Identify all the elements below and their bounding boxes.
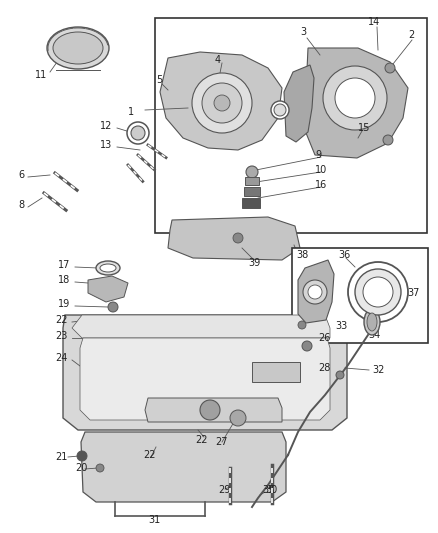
Text: 6: 6 bbox=[18, 170, 24, 180]
Text: 22: 22 bbox=[143, 450, 155, 460]
Text: 14: 14 bbox=[368, 17, 380, 27]
Circle shape bbox=[303, 280, 327, 304]
Polygon shape bbox=[298, 260, 334, 323]
Polygon shape bbox=[168, 217, 300, 260]
Circle shape bbox=[127, 122, 149, 144]
Text: 17: 17 bbox=[58, 260, 71, 270]
Circle shape bbox=[202, 83, 242, 123]
Circle shape bbox=[131, 126, 145, 140]
Polygon shape bbox=[145, 398, 282, 422]
Circle shape bbox=[355, 269, 401, 315]
Text: 33: 33 bbox=[335, 321, 347, 331]
Ellipse shape bbox=[96, 261, 120, 275]
Text: 23: 23 bbox=[55, 331, 67, 341]
Circle shape bbox=[108, 302, 118, 312]
Text: 32: 32 bbox=[372, 365, 385, 375]
Circle shape bbox=[298, 321, 306, 329]
Circle shape bbox=[308, 285, 322, 299]
Text: 3: 3 bbox=[300, 27, 306, 37]
Bar bbox=[245, 177, 259, 185]
Bar bbox=[155, 18, 427, 233]
Text: 22: 22 bbox=[195, 435, 208, 445]
Circle shape bbox=[77, 451, 87, 461]
Circle shape bbox=[323, 66, 387, 130]
Polygon shape bbox=[81, 432, 286, 502]
Ellipse shape bbox=[47, 27, 109, 69]
Text: 5: 5 bbox=[156, 75, 162, 85]
Text: 30: 30 bbox=[265, 485, 277, 495]
Circle shape bbox=[233, 233, 243, 243]
Text: 13: 13 bbox=[100, 140, 112, 150]
Text: 21: 21 bbox=[55, 452, 67, 462]
Bar bbox=[242, 198, 260, 208]
Circle shape bbox=[335, 78, 375, 118]
Text: 15: 15 bbox=[358, 123, 371, 133]
Ellipse shape bbox=[367, 313, 377, 331]
Ellipse shape bbox=[53, 32, 103, 64]
Text: 2: 2 bbox=[408, 30, 414, 40]
Polygon shape bbox=[88, 276, 128, 302]
Text: 19: 19 bbox=[58, 299, 70, 309]
Text: 29: 29 bbox=[218, 485, 230, 495]
Polygon shape bbox=[72, 315, 330, 338]
Circle shape bbox=[336, 371, 344, 379]
Circle shape bbox=[274, 104, 286, 116]
Text: 10: 10 bbox=[315, 165, 327, 175]
Text: 26: 26 bbox=[318, 333, 330, 343]
Text: 28: 28 bbox=[318, 363, 330, 373]
Text: 34: 34 bbox=[368, 330, 380, 340]
Circle shape bbox=[246, 166, 258, 178]
Circle shape bbox=[271, 101, 289, 119]
Circle shape bbox=[363, 277, 393, 307]
Ellipse shape bbox=[364, 309, 380, 335]
Polygon shape bbox=[160, 52, 282, 150]
Text: 38: 38 bbox=[296, 250, 308, 260]
Polygon shape bbox=[284, 65, 314, 142]
Polygon shape bbox=[80, 338, 330, 420]
Text: 7: 7 bbox=[355, 105, 361, 115]
Text: 24: 24 bbox=[55, 353, 67, 363]
Text: 1: 1 bbox=[128, 107, 134, 117]
Text: 4: 4 bbox=[215, 55, 221, 65]
Circle shape bbox=[385, 63, 395, 73]
Text: 20: 20 bbox=[75, 463, 87, 473]
Circle shape bbox=[214, 95, 230, 111]
Bar bbox=[292, 248, 428, 343]
Bar bbox=[252, 362, 300, 382]
Ellipse shape bbox=[100, 264, 116, 272]
Circle shape bbox=[348, 262, 408, 322]
Polygon shape bbox=[304, 48, 408, 158]
Text: 31: 31 bbox=[148, 515, 160, 525]
Circle shape bbox=[302, 341, 312, 351]
Text: 27: 27 bbox=[215, 437, 227, 447]
Circle shape bbox=[192, 73, 252, 133]
Circle shape bbox=[96, 464, 104, 472]
Text: 22: 22 bbox=[55, 315, 67, 325]
Text: 36: 36 bbox=[338, 250, 350, 260]
Circle shape bbox=[230, 410, 246, 426]
Text: 37: 37 bbox=[407, 288, 419, 298]
Text: 39: 39 bbox=[248, 258, 260, 268]
Text: 25: 25 bbox=[307, 311, 319, 321]
Polygon shape bbox=[63, 315, 347, 430]
Circle shape bbox=[200, 400, 220, 420]
Text: 11: 11 bbox=[35, 70, 47, 80]
Text: 35: 35 bbox=[262, 485, 274, 495]
Text: 18: 18 bbox=[58, 275, 70, 285]
Text: 8: 8 bbox=[18, 200, 24, 210]
Text: 12: 12 bbox=[100, 121, 113, 131]
Circle shape bbox=[383, 135, 393, 145]
Text: 9: 9 bbox=[315, 150, 321, 160]
Bar bbox=[244, 187, 260, 196]
Text: 16: 16 bbox=[315, 180, 327, 190]
